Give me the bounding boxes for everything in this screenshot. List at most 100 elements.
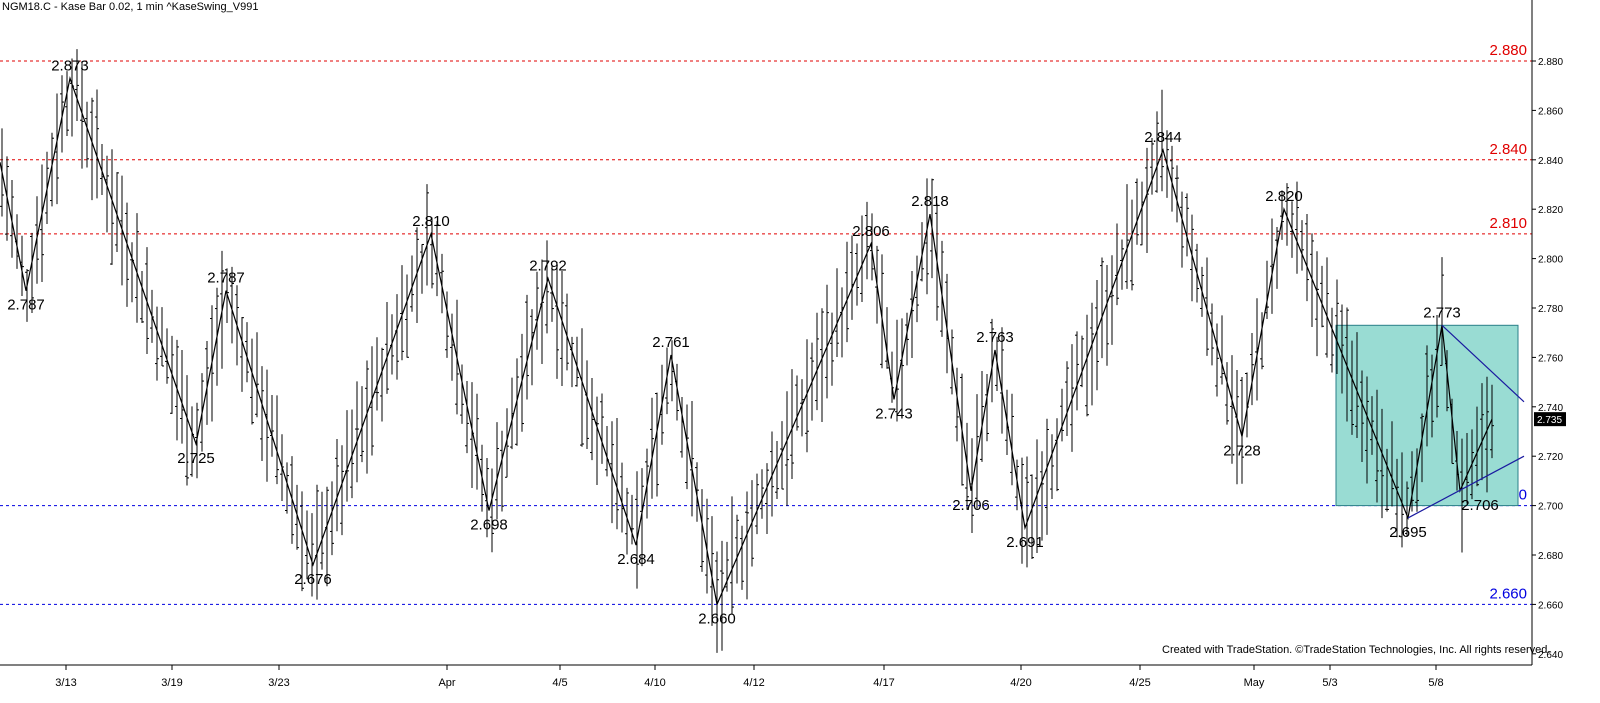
price-bar [1375,389,1379,503]
x-tick-label: 4/20 [1010,677,1031,689]
price-bar [310,513,314,597]
price-bar [705,498,709,594]
price-bar [405,274,409,358]
price-bar [1025,456,1029,568]
price-bar [1320,265,1324,328]
y-tick-label: 2.840 [1538,156,1563,167]
price-bar [805,339,809,453]
axes-layer: 2.880 2.860 2.840 2.820 2.800 2.780 2.760 2.740… [0,0,1566,689]
price-bar [1300,220,1304,271]
y-tick-label: 2.820 [1538,205,1563,216]
price-bar [1010,393,1014,486]
swing-label-2.725: 2.725 [177,450,215,467]
price-bar [535,271,539,350]
price-bar [1275,227,1279,289]
price-bar [340,445,344,536]
price-bar [600,393,604,464]
price-bar [1160,89,1164,192]
price-bar [1460,438,1464,553]
swing-label-2.728: 2.728 [1223,442,1261,459]
price-bar [360,386,364,463]
swing-label-2.787: 2.787 [207,270,245,287]
price-bar [1340,304,1344,394]
y-tick-label: 2.780 [1538,304,1563,315]
level-label-2.840: 2.840 [1489,141,1527,158]
price-bar [910,270,914,358]
price-bar [460,364,464,424]
x-tick-label: 4/10 [644,677,665,689]
price-bar [1280,190,1284,240]
price-bar [815,312,819,411]
swing-label-2.695: 2.695 [1389,524,1427,541]
price-bar [905,312,909,366]
x-tick-label: 3/23 [268,677,289,689]
swing-label-2.806: 2.806 [852,223,890,240]
price-bar [260,366,264,461]
level-label-2.810: 2.810 [1489,215,1527,232]
price-bar [785,391,789,506]
price-bar [975,394,979,509]
price-bar [790,369,794,480]
price-bar [865,201,869,280]
price-bar [860,215,864,303]
price-bar [180,349,184,444]
price-bar [1125,184,1129,289]
price-bar [410,255,414,312]
price-bar [760,469,764,519]
price-bar [420,243,424,294]
last-price-label: 2.735 [1537,415,1562,426]
swing-label-2.873: 2.873 [51,57,89,74]
price-bar [1285,183,1289,246]
swing-label-2.684: 2.684 [617,551,655,568]
price-bar [270,395,274,457]
price-bar [625,487,629,555]
swing-label-2.743: 2.743 [875,405,913,422]
price-bar [615,418,619,530]
price-bar [835,268,839,358]
price-bar [1205,257,1209,356]
price-bar [205,340,209,425]
price-bar [250,338,254,425]
level-label-2.880: 2.880 [1489,42,1527,59]
price-bar [1135,178,1139,245]
price-bar [295,484,299,550]
price-bar [565,293,569,371]
price-bar [570,336,574,388]
price-bar [60,75,64,153]
price-bar [125,202,129,307]
copyright-note: Created with TradeStation. ©TradeStation… [1162,644,1551,656]
price-bar [1210,303,1214,366]
price-bar [555,261,559,379]
price-bar [1105,265,1109,366]
price-bar [1410,451,1414,512]
price-bar [735,514,739,584]
price-bar [160,307,164,367]
price-bar [980,370,984,462]
swing-label-2.844: 2.844 [1144,129,1182,146]
price-bar [1015,459,1019,511]
price-bar [595,396,599,486]
price-bar [1215,323,1219,397]
price-bar [945,273,949,374]
price-bar [40,164,44,283]
swing-label-2.810: 2.810 [412,213,450,230]
price-bar [825,284,829,399]
price-bar [985,374,989,442]
price-bar [665,347,669,415]
price-bar [275,395,279,485]
price-bar [1115,223,1119,306]
y-tick-label: 2.640 [1538,650,1563,661]
trendline-1 [1441,324,1525,403]
price-bar [355,381,359,483]
x-tick-label: 5/3 [1322,677,1337,689]
price-bar [1260,312,1264,370]
price-bar [990,318,994,403]
trendline-2 [1407,455,1525,519]
price-bar [1225,362,1229,425]
price-bar [1080,335,1084,388]
price-bar [1395,458,1399,538]
price-bar [1055,418,1059,492]
price-bar [1315,251,1319,357]
price-bar [1355,332,1359,439]
